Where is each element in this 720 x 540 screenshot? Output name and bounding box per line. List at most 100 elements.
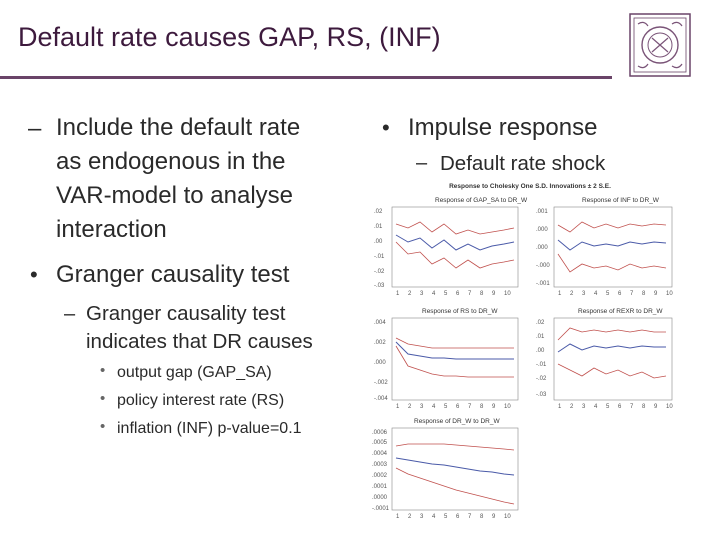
- panel-title: Response of DR_W to DR_W: [414, 418, 500, 425]
- y-tick: .002: [374, 340, 386, 346]
- y-tick: .00: [536, 348, 545, 354]
- bullet-dot: •: [30, 262, 38, 287]
- bullet-endogenous: Include the default rate as endogenous i…: [56, 111, 300, 247]
- point-inflation: inflation (INF) p-value=0.1: [117, 420, 302, 437]
- bullet-dash: –: [28, 115, 42, 142]
- x-tick: 3: [582, 291, 586, 297]
- slide-title: Default rate causes GAP, RS, (INF): [18, 22, 441, 52]
- y-tick: .0006: [372, 430, 388, 436]
- bullet-dot: •: [100, 390, 106, 407]
- y-tick: .0004: [372, 451, 388, 457]
- upper-band: [395, 337, 514, 349]
- x-tick: 10: [504, 404, 511, 410]
- bullet-line: indicates that DR causes: [86, 330, 313, 353]
- impulse-response-figure: Response to Cholesky One S.D. Innovation…: [372, 183, 673, 520]
- y-tick: .0003: [372, 462, 388, 468]
- x-tick: 9: [654, 404, 658, 410]
- y-tick: .02: [536, 320, 545, 326]
- response-line: [557, 343, 666, 353]
- x-ticks: 1 2 3 4 5 6 7 8 9 10: [558, 291, 673, 297]
- upper-band: [395, 221, 515, 235]
- bullet-dot: •: [100, 362, 106, 379]
- x-tick: 9: [654, 291, 658, 297]
- panel-title: Response of GAP_SA to DR_W: [435, 197, 528, 204]
- x-tick: 5: [444, 514, 448, 520]
- panel-title: Response of RS to DR_W: [422, 308, 498, 315]
- x-tick: 4: [432, 404, 436, 410]
- y-tick: .0001: [372, 484, 388, 490]
- y-tick: -.004: [374, 396, 388, 402]
- y-tick: .004: [374, 320, 386, 326]
- y-tick: .01: [374, 224, 383, 230]
- y-tick: .000: [374, 360, 386, 366]
- y-tick: -.0001: [372, 506, 390, 512]
- x-tick: 1: [558, 404, 562, 410]
- x-tick: 3: [420, 404, 424, 410]
- x-tick: 1: [558, 291, 562, 297]
- bullet-line: as endogenous in the: [56, 148, 286, 175]
- bullet-line: VAR-model to analyse: [56, 182, 293, 209]
- x-tick: 8: [480, 404, 484, 410]
- x-tick: 3: [420, 291, 424, 297]
- y-tick: .0002: [372, 473, 388, 479]
- bullet-line: Granger causality test: [86, 302, 286, 325]
- x-tick: 4: [594, 404, 598, 410]
- bullet-dot: •: [100, 418, 106, 435]
- x-tick: 3: [582, 404, 586, 410]
- x-tick: 2: [408, 514, 412, 520]
- bullet-impulse: Impulse response: [408, 114, 598, 141]
- x-tick: 10: [666, 291, 673, 297]
- x-tick: 5: [444, 291, 448, 297]
- x-tick: 7: [630, 291, 634, 297]
- x-tick: 9: [492, 404, 496, 410]
- panel-inf: Response of INF to DR_W .001 .000 .000 -…: [536, 197, 673, 297]
- panel-title: Response of INF to DR_W: [582, 197, 660, 204]
- x-tick: 6: [618, 291, 622, 297]
- y-tick: .000: [536, 227, 548, 233]
- x-tick: 5: [606, 291, 610, 297]
- y-tick: -.01: [374, 254, 385, 260]
- y-tick: -.01: [536, 362, 547, 368]
- x-ticks: 1 2 3 4 5 6 7 8 9 10: [396, 514, 511, 520]
- figure-title: Response to Cholesky One S.D. Innovation…: [449, 183, 611, 190]
- y-tick: .00: [374, 239, 383, 245]
- x-tick: 10: [504, 514, 511, 520]
- x-tick: 7: [468, 514, 472, 520]
- x-tick: 9: [492, 514, 496, 520]
- x-ticks: 1 2 3 4 5 6 7 8 9 10: [396, 404, 511, 410]
- point-output-gap: output gap (GAP_SA): [117, 364, 272, 381]
- y-tick: -.03: [536, 392, 547, 398]
- x-tick: 2: [408, 404, 412, 410]
- x-tick: 8: [480, 514, 484, 520]
- bullet-dash: –: [64, 303, 76, 325]
- x-tick: 10: [504, 291, 511, 297]
- upper-band: [557, 221, 667, 233]
- x-tick: 4: [432, 291, 436, 297]
- y-tick: -.002: [374, 380, 388, 386]
- y-tick: .000: [536, 245, 548, 251]
- x-ticks: 1 2 3 4 5 6 7 8 9 10: [558, 404, 673, 410]
- y-tick: .001: [536, 209, 548, 215]
- x-tick: 5: [444, 404, 448, 410]
- x-tick: 1: [396, 514, 400, 520]
- x-tick: 2: [570, 291, 574, 297]
- bullet-granger-sub: Granger causality test indicates that DR…: [86, 300, 313, 356]
- y-tick: .01: [536, 334, 545, 340]
- x-tick: 6: [456, 404, 460, 410]
- response-line: [557, 239, 667, 251]
- response-line: [395, 234, 515, 251]
- title-divider: [0, 76, 612, 79]
- university-seal-icon: [629, 13, 691, 77]
- x-tick: 6: [618, 404, 622, 410]
- x-tick: 10: [666, 404, 673, 410]
- response-line: [395, 457, 515, 476]
- lower-band: [557, 253, 667, 273]
- upper-band: [395, 443, 515, 451]
- x-tick: 5: [606, 404, 610, 410]
- lower-band: [395, 241, 515, 269]
- x-tick: 3: [420, 514, 424, 520]
- x-tick: 2: [570, 404, 574, 410]
- bullet-dash: –: [416, 152, 428, 174]
- bullet-dot: •: [382, 115, 390, 140]
- panel-rs: Response of RS to DR_W .004 .002 .000 -.…: [374, 308, 519, 410]
